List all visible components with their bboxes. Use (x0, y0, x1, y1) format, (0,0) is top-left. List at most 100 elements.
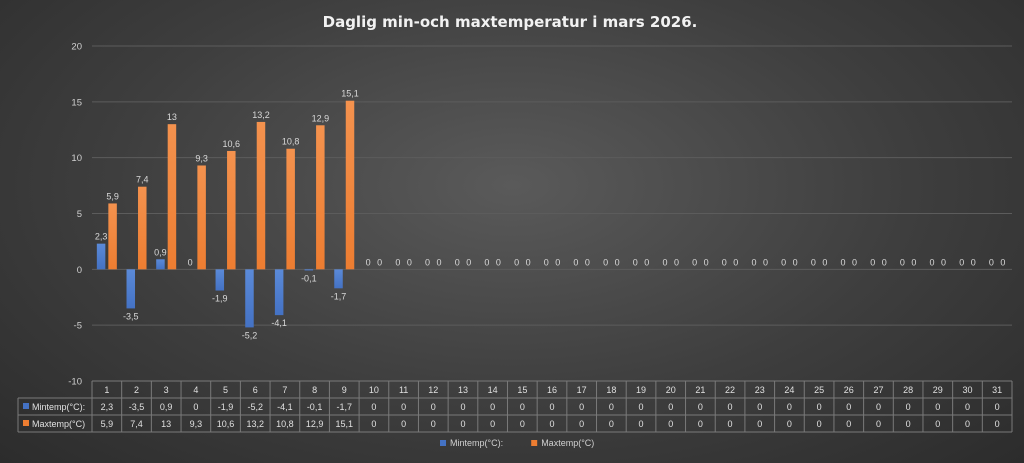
x-tick-label: 31 (992, 385, 1002, 395)
data-label: 0 (603, 257, 608, 267)
table-cell: 0 (460, 402, 465, 412)
x-tick-label: 21 (695, 385, 705, 395)
data-label: -1,7 (331, 291, 347, 301)
data-label: 0 (484, 257, 489, 267)
table-cell: 0 (757, 402, 762, 412)
data-label: 0 (733, 257, 738, 267)
bar-min (245, 269, 254, 328)
chart-title: Daglig min-och maxtemperatur i mars 2026… (323, 13, 698, 31)
x-tick-label: 30 (962, 385, 972, 395)
bar-min (96, 243, 106, 270)
bar-max (197, 165, 206, 270)
table-cell: 5,9 (101, 419, 114, 429)
table-cell: 0 (728, 402, 733, 412)
data-label: 12,9 (312, 113, 330, 123)
data-label: 0 (930, 257, 935, 267)
data-label: 13,2 (252, 110, 270, 120)
table-cell: -0,1 (307, 402, 323, 412)
table-cell: 0 (639, 419, 644, 429)
table-cell: 0 (609, 402, 614, 412)
data-label: 15,1 (341, 89, 359, 99)
table-cell: 12,9 (306, 419, 324, 429)
data-label: 2,3 (95, 232, 108, 242)
data-label: 0 (911, 257, 916, 267)
data-label: 0 (644, 257, 649, 267)
table-cell: 0 (787, 419, 792, 429)
data-label: 0 (544, 257, 549, 267)
data-label: 0 (900, 257, 905, 267)
bars (96, 100, 355, 328)
table-cell: 0 (935, 419, 940, 429)
table-cell: 0 (549, 419, 554, 429)
table-cell: 0 (609, 419, 614, 429)
table-cell: 0 (965, 402, 970, 412)
data-label: 0 (407, 257, 412, 267)
data-label: 0 (437, 257, 442, 267)
table-cell: 0 (490, 402, 495, 412)
legend-label: Mintemp(°C): (450, 438, 503, 448)
table-cell: -4,1 (277, 402, 293, 412)
table-cell: 0 (520, 402, 525, 412)
x-tick-label: 2 (134, 385, 139, 395)
table-cell: 0 (431, 402, 436, 412)
table-cell: 0 (401, 419, 406, 429)
data-label: 0 (188, 257, 193, 267)
data-label: 0,9 (154, 247, 167, 257)
data-label: 0 (781, 257, 786, 267)
data-label: 0 (852, 257, 857, 267)
x-tick-label: 16 (547, 385, 557, 395)
y-axis-ticks: -10 -5 0 5 10 15 20 (68, 42, 82, 388)
bar-max (138, 186, 147, 270)
bar-max (108, 203, 117, 270)
x-tick-label: 9 (342, 385, 347, 395)
table-cell: 0 (965, 419, 970, 429)
x-tick-label: 24 (784, 385, 794, 395)
data-label: 0 (633, 257, 638, 267)
data-label: 0 (466, 257, 471, 267)
x-tick-label: 29 (933, 385, 943, 395)
table-cell: 0 (787, 402, 792, 412)
table-cell: 0 (876, 402, 881, 412)
data-label: 0 (526, 257, 531, 267)
x-tick-label: 27 (873, 385, 883, 395)
data-label: 0 (989, 257, 994, 267)
x-tick-label: 3 (164, 385, 169, 395)
table-series-name: Maxtemp(°C) (32, 419, 85, 429)
legend-key (531, 440, 538, 446)
data-label: 0 (751, 257, 756, 267)
table-cell: 0 (935, 402, 940, 412)
data-label: 0 (692, 257, 697, 267)
x-tick-label: 7 (282, 385, 287, 395)
x-tick-label: 19 (636, 385, 646, 395)
data-label: -5,2 (242, 330, 258, 340)
legend: Mintemp(°C): Maxtemp(°C) (440, 438, 594, 448)
data-label: 0 (841, 257, 846, 267)
data-label: 5,9 (106, 191, 119, 201)
table-cell: 0 (549, 402, 554, 412)
data-label: 0 (455, 257, 460, 267)
bar-min (274, 269, 284, 316)
table-cell: 0 (431, 419, 436, 429)
data-label: 0 (704, 257, 709, 267)
table-cell: 0 (579, 402, 584, 412)
table-cell: -1,9 (218, 402, 234, 412)
data-label: 0 (722, 257, 727, 267)
table-series-key (23, 420, 29, 426)
bar-min (334, 269, 343, 289)
bar-max (227, 150, 236, 270)
y-tick-label: 20 (71, 42, 82, 53)
x-tick-label: 23 (755, 385, 765, 395)
bar-max (286, 148, 295, 270)
x-tick-label: 8 (312, 385, 317, 395)
table-cell: 0 (817, 402, 822, 412)
data-label: 13 (167, 112, 177, 122)
data-label: 9,3 (195, 153, 208, 163)
data-label: 0 (811, 257, 816, 267)
table-cell: 0 (906, 402, 911, 412)
x-tick-label: 5 (223, 385, 228, 395)
data-label: -3,5 (123, 311, 139, 321)
table-cell: 10,6 (217, 419, 235, 429)
table-cell: 0 (698, 419, 703, 429)
bar-min (156, 259, 165, 270)
x-tick-label: 1 (104, 385, 109, 395)
